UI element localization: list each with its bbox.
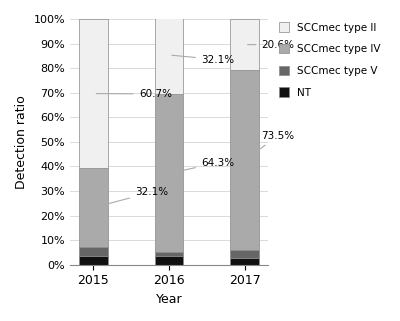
Bar — [155, 256, 184, 265]
Bar — [155, 252, 184, 256]
Bar — [79, 19, 108, 168]
Legend: SCCmec type II, SCCmec type IV, SCCmec type V, NT: SCCmec type II, SCCmec type IV, SCCmec t… — [275, 19, 384, 101]
Bar — [79, 247, 108, 256]
Bar — [79, 168, 108, 247]
Text: 32.1%: 32.1% — [96, 187, 168, 207]
X-axis label: Year: Year — [156, 293, 182, 306]
Text: 64.3%: 64.3% — [172, 158, 234, 173]
Text: 20.6%: 20.6% — [248, 40, 294, 50]
Text: 60.7%: 60.7% — [96, 89, 172, 99]
Bar — [230, 257, 259, 265]
Text: 73.5%: 73.5% — [247, 131, 294, 159]
Bar — [155, 94, 184, 252]
Text: 32.1%: 32.1% — [172, 55, 234, 65]
Bar — [79, 256, 108, 265]
Bar — [155, 15, 184, 94]
Bar — [230, 250, 259, 257]
Bar — [230, 70, 259, 250]
Y-axis label: Detection ratio: Detection ratio — [15, 95, 28, 189]
Bar — [230, 19, 259, 70]
